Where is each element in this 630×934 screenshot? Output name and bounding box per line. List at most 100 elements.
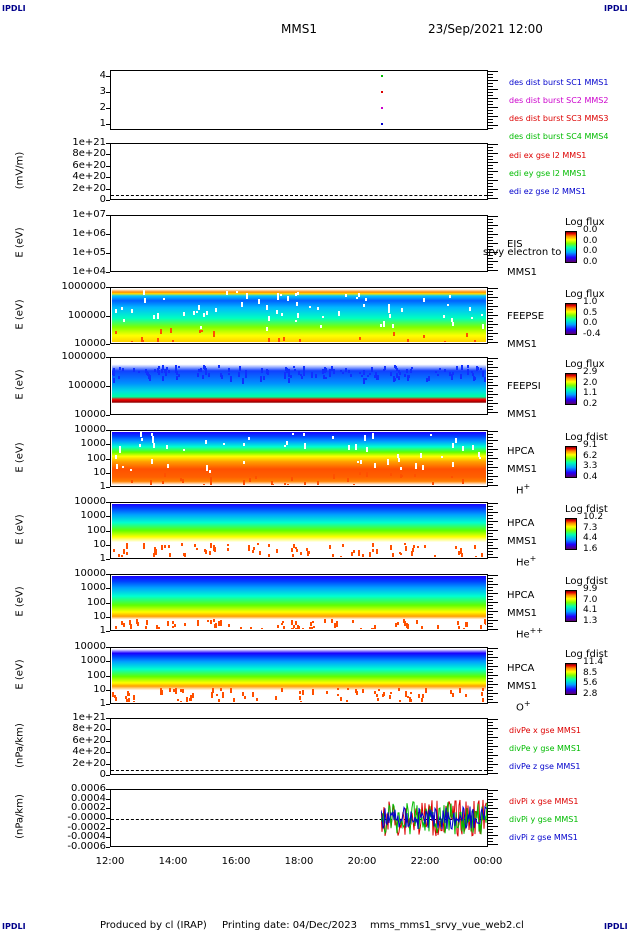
right-tick-mark: [488, 536, 493, 537]
spectrogram-speckle: [389, 314, 392, 319]
y-tick-label: 1e+21: [72, 137, 106, 148]
spectrogram-speckle: [372, 433, 375, 439]
right-tick-mark: [488, 270, 498, 271]
right-tick-mark: [488, 198, 498, 199]
right-tick-mark: [488, 237, 493, 238]
spectrogram-speckle: [157, 338, 159, 342]
y-tick-label: 1: [99, 698, 106, 709]
right-tick-mark: [488, 336, 493, 337]
right-tick-mark: [488, 219, 493, 220]
right-tick-mark: [488, 617, 493, 618]
y-tick-mark: [106, 502, 110, 503]
spectrogram-speckle: [184, 623, 187, 626]
spectrogram-speckle: [195, 310, 198, 313]
spectrogram-speckle: [171, 625, 174, 628]
spectrogram-speckle: [409, 699, 412, 702]
right-tick-mark: [488, 71, 498, 72]
spectrogram-speckle: [131, 309, 134, 314]
right-tick-mark: [488, 394, 498, 395]
y-tick-mark: [106, 544, 110, 546]
y-tick-label: 100: [86, 452, 106, 464]
spectrogram-speckle: [302, 432, 305, 436]
spectrogram-speckle: [123, 549, 126, 555]
right-tick-mark: [488, 434, 493, 435]
colorbar-p6: [565, 446, 577, 478]
spectrogram-speckle: [205, 440, 208, 445]
right-tick-mark: [488, 584, 498, 585]
spectrogram-speckle: [177, 628, 180, 629]
right-tick-mark: [488, 440, 498, 441]
spectrogram-speckle: [322, 368, 324, 374]
right-tick-mark: [488, 527, 493, 528]
footer-printing-date: Printing date: 04/Dec/2023: [222, 920, 358, 931]
spectrogram-speckle: [122, 318, 125, 322]
y-tick-label: 10000: [74, 496, 106, 507]
right-tick-mark: [488, 240, 493, 241]
species-charge: +: [529, 554, 537, 563]
right-tick-mark: [488, 506, 493, 507]
spectrogram-speckle: [393, 377, 396, 383]
right-tick-mark: [488, 666, 498, 667]
spectrogram-speckle: [143, 298, 146, 302]
colorbar-title: Log fdist: [565, 649, 608, 660]
spectrogram-speckle: [387, 459, 390, 465]
spectrogram-speckle: [118, 554, 121, 557]
y-tick-mark: [106, 740, 110, 742]
burst-marker: [381, 107, 384, 109]
y-tick-mark: [106, 530, 110, 532]
spectrogram-speckle: [463, 627, 466, 629]
spectrogram-speckle: [366, 471, 369, 478]
y-tick-label: 1e+07: [72, 209, 106, 220]
spectrogram-speckle: [359, 627, 362, 629]
spectrogram-speckle: [212, 687, 215, 693]
spectrogram-speckle: [287, 484, 290, 485]
spectrogram-speckle: [208, 470, 211, 473]
spectrogram-speckle: [248, 436, 251, 441]
spectrogram-speckle: [152, 443, 155, 449]
spectrogram-speckle: [328, 373, 331, 378]
instrument-label: HPCA: [507, 590, 535, 601]
spectrogram-speckle: [474, 377, 477, 380]
spectrogram-speckle: [280, 623, 283, 626]
spectrogram-speckle: [227, 373, 230, 376]
spectrogram-speckle: [325, 691, 328, 695]
right-tick-mark: [488, 231, 493, 232]
spectrogram-speckle: [127, 692, 130, 697]
spectrogram-speckle: [471, 370, 474, 374]
spectrogram-speckle: [403, 374, 406, 378]
spectrogram-speckle: [294, 547, 297, 550]
instrument-label: FEEPSI: [507, 381, 541, 392]
spectrogram-speckle: [405, 368, 408, 374]
y-tick-mark: [106, 789, 110, 790]
spectrogram-speckle: [175, 688, 178, 694]
spectrogram-speckle: [256, 698, 259, 701]
legend-entry: edi ez gse l2 MMS1: [509, 187, 586, 196]
spectrogram-speckle: [411, 550, 413, 557]
y-axis-label-p3: E (eV): [14, 226, 26, 258]
colorbar-value: 0.0: [583, 246, 598, 257]
right-tick-mark: [488, 521, 498, 522]
y-tick-mark: [106, 444, 110, 446]
right-tick-mark: [488, 476, 498, 477]
right-tick-mark: [488, 802, 493, 803]
y-tick-mark: [106, 775, 110, 776]
spectrogram-speckle: [280, 294, 283, 297]
spectrogram-speckle: [131, 480, 134, 483]
right-tick-mark: [488, 110, 493, 111]
spectrogram-speckle: [268, 544, 271, 548]
spectrogram-speckle: [276, 549, 278, 553]
spectrogram-speckle: [422, 693, 425, 699]
right-tick-mark: [488, 107, 498, 108]
right-tick-mark: [488, 654, 493, 655]
right-tick-mark: [488, 629, 498, 630]
spectrogram-speckle: [347, 445, 350, 451]
spectrogram-speckle: [164, 368, 167, 374]
spectrogram-speckle: [293, 544, 296, 548]
right-tick-mark: [488, 678, 493, 679]
spectrogram-speckle: [298, 338, 301, 342]
spectrogram-p6: [112, 432, 486, 485]
y-tick-label: 100: [86, 669, 106, 681]
spectrogram-speckle: [361, 374, 363, 377]
spectrogram-speckle: [207, 620, 209, 623]
spectrogram-speckle: [302, 365, 305, 371]
